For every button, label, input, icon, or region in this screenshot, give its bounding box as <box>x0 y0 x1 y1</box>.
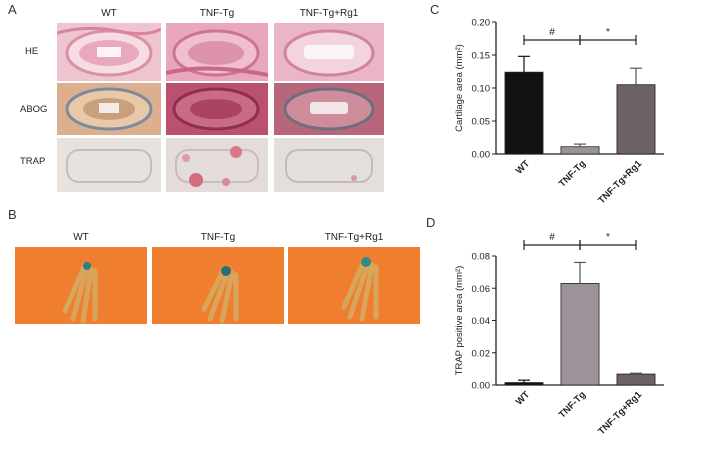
panel-b-col-tnf: TNF-Tg <box>200 232 236 243</box>
x-tick-label: TNF-Tg <box>557 389 588 420</box>
abog-image-wt <box>57 83 161 135</box>
y-tick-label: 0.00 <box>472 150 491 161</box>
panel-a-col-wt: WT <box>101 8 117 19</box>
bar-tnf-tg <box>560 146 600 155</box>
bar-tnf-tg-rg1 <box>616 373 656 386</box>
y-tick-label: 0.02 <box>472 348 491 359</box>
panel-b-letter: B <box>8 207 17 222</box>
bar-tnf-tg <box>560 283 600 386</box>
trap-image-wt <box>57 138 161 192</box>
panel-b-col-wt: WT <box>73 232 89 243</box>
sig-label: # <box>549 27 555 38</box>
panel-a-letter: A <box>8 2 17 17</box>
y-tick-label: 0.08 <box>472 252 491 263</box>
trap-area-chart: 0.00 0.02 0.04 0.06 0.08 TRAP positive area (… <box>454 232 664 437</box>
abog-image-rg1 <box>274 83 384 135</box>
y-axis-label: Cartilage area (mm²) <box>454 44 465 132</box>
x-tick-label: TNF-Tg+Rg1 <box>596 158 644 206</box>
bar-tnf-tg-rg1 <box>616 84 656 155</box>
microct-image-rg1 <box>288 247 420 324</box>
y-tick-label: 0.06 <box>472 284 491 295</box>
microct-image-wt <box>15 247 147 324</box>
abog-image-tnf <box>166 83 268 135</box>
y-tick-label: 0.15 <box>472 51 491 62</box>
he-image-wt <box>57 23 161 81</box>
sig-label: * <box>606 232 610 243</box>
he-image-tnf <box>166 23 268 81</box>
sig-label: # <box>549 232 555 243</box>
trap-image-tnf <box>166 138 268 192</box>
panel-a-row-abog: ABOG <box>20 104 48 115</box>
x-tick-label: TNF-Tg+Rg1 <box>596 389 644 437</box>
x-tick-label: TNF-Tg <box>557 158 588 189</box>
cartilage-area-chart: 0.00 0.05 0.10 0.15 0.20 Cartilage area (mm²)… <box>454 18 664 206</box>
panel-a-row-he: HE <box>25 46 39 57</box>
bar-wt <box>504 382 544 386</box>
panel-b-col-rg1: TNF-Tg+Rg1 <box>324 232 384 243</box>
panel-a-row-trap: TRAP <box>20 156 46 167</box>
x-tick-label: WT <box>514 389 532 407</box>
panel-a-col-tnf: TNF-Tg <box>199 8 235 19</box>
panel-d-letter: D <box>426 215 436 230</box>
y-axis-label: TRAP positive area (mm²) <box>454 266 465 376</box>
y-tick-label: 0.05 <box>472 117 491 128</box>
y-tick-label: 0.10 <box>472 84 491 95</box>
panel-c-letter: C <box>430 2 440 17</box>
sig-label: * <box>606 27 610 38</box>
trap-image-rg1 <box>274 138 384 192</box>
he-image-rg1 <box>274 23 384 81</box>
y-tick-label: 0.04 <box>472 316 491 327</box>
x-tick-label: WT <box>514 158 532 176</box>
y-tick-label: 0.00 <box>472 381 491 392</box>
microct-image-tnf <box>152 247 284 324</box>
bar-wt <box>504 71 544 155</box>
y-tick-label: 0.20 <box>472 18 491 29</box>
panel-a-col-rg1: TNF-Tg+Rg1 <box>299 8 359 19</box>
